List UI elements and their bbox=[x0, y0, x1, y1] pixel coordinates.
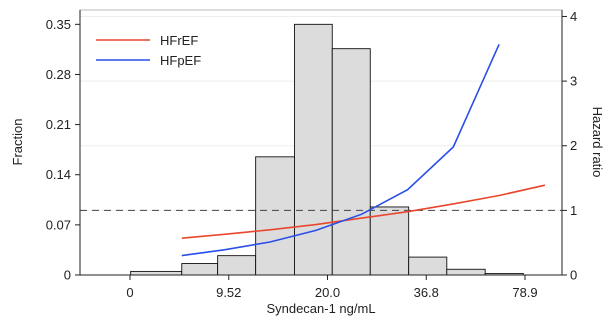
y-tick-label-5: 0.35 bbox=[46, 17, 71, 32]
y-tick-label-4: 0.28 bbox=[46, 67, 71, 82]
y-axis-title: Fraction bbox=[10, 119, 25, 166]
y2-tick-label-3: 3 bbox=[570, 74, 577, 89]
x-tick-label-1: 9.52 bbox=[216, 285, 241, 300]
histogram-bar-8 bbox=[446, 268, 486, 276]
legend-label-hfpef: HFpEF bbox=[160, 53, 201, 68]
y-tick-label-1: 0.07 bbox=[46, 217, 71, 232]
axes bbox=[79, 10, 563, 276]
y2-axis-title: Hazard ratio bbox=[590, 107, 605, 178]
series-line-hfpef bbox=[181, 43, 500, 257]
y-tick-label-3: 0.21 bbox=[46, 117, 71, 132]
y2-tick-label-0: 0 bbox=[570, 268, 577, 283]
histogram-bar-2 bbox=[217, 255, 257, 276]
y2-tick-label-4: 4 bbox=[570, 9, 577, 24]
legend: HFrEF HFpEF bbox=[96, 33, 201, 68]
histogram-bar-3 bbox=[255, 156, 295, 276]
legend-label-hfref: HFrEF bbox=[160, 33, 198, 48]
series-line-hfref bbox=[181, 184, 546, 239]
x-tick-label-0: 0 bbox=[126, 285, 133, 300]
x-tick-label-4: 78.9 bbox=[512, 285, 537, 300]
histogram-bar-4 bbox=[294, 23, 333, 276]
y2-tick-label-1: 1 bbox=[570, 203, 577, 218]
histogram-bar-0 bbox=[130, 270, 183, 276]
y-axis-ticks: 0 0.07 0.14 0.21 0.28 0.35 bbox=[46, 17, 80, 283]
histogram-bar-5 bbox=[331, 48, 371, 276]
histogram-bar-6 bbox=[369, 206, 410, 276]
x-axis-ticks: 0 9.52 20.0 36.8 78.9 bbox=[126, 275, 538, 300]
y2-tick-label-2: 2 bbox=[570, 138, 577, 153]
histogram-bars bbox=[130, 23, 524, 276]
histogram-bar-7 bbox=[408, 256, 448, 276]
histogram-bar-1 bbox=[181, 263, 219, 276]
x-tick-label-3: 36.8 bbox=[414, 285, 439, 300]
x-axis-title: Syndecan-1 ng/mL bbox=[266, 301, 375, 316]
x-tick-label-2: 20.0 bbox=[315, 285, 340, 300]
y-tick-label-0: 0 bbox=[64, 268, 71, 283]
y-tick-label-2: 0.14 bbox=[46, 167, 71, 182]
y2-axis-ticks: 0 1 2 3 4 bbox=[562, 9, 577, 283]
